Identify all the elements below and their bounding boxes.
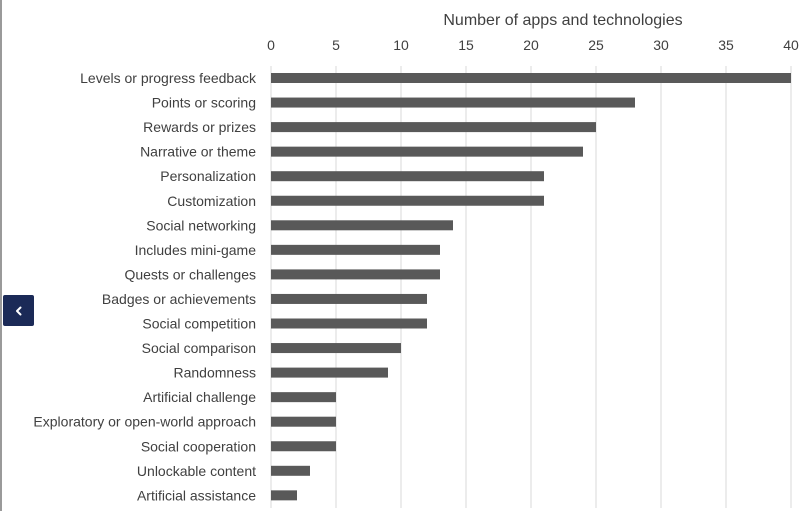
bar: [271, 146, 583, 157]
bar: [271, 171, 544, 182]
category-label: Social competition: [142, 316, 256, 332]
category-label: Quests or challenges: [124, 266, 256, 282]
bar: [271, 244, 440, 255]
category-label: Narrative or theme: [140, 144, 256, 160]
x-tick-label: 15: [458, 37, 474, 53]
window-edge: [0, 0, 2, 511]
bar: [271, 465, 310, 476]
category-label: Randomness: [174, 365, 257, 381]
x-tick-label: 30: [653, 37, 669, 53]
bar: [271, 490, 297, 501]
bar: [271, 416, 336, 427]
x-tick-label: 40: [783, 37, 799, 53]
x-tick-label: 20: [523, 37, 539, 53]
category-label: Points or scoring: [152, 95, 256, 111]
bar: [271, 97, 635, 108]
gridlines: [270, 66, 792, 508]
bars: [271, 73, 791, 501]
category-labels: Levels or progress feedback Points or sco…: [33, 70, 257, 503]
bar: [271, 73, 791, 83]
category-label: Customization: [167, 193, 256, 209]
x-tick-label: 25: [588, 37, 604, 53]
category-label: Badges or achievements: [102, 291, 256, 307]
category-label: Social cooperation: [141, 438, 256, 454]
bar: [271, 367, 388, 378]
chevron-left-icon: [15, 306, 21, 315]
category-label: Levels or progress feedback: [80, 70, 257, 86]
bar: [271, 220, 453, 231]
x-axis-label: Number of apps and technologies: [443, 12, 682, 29]
bar: [271, 343, 401, 354]
x-tick-label: 5: [332, 37, 340, 53]
bar: [271, 269, 440, 280]
category-label: Includes mini-game: [135, 242, 257, 258]
category-label: Exploratory or open-world approach: [33, 414, 256, 430]
category-label: Personalization: [160, 168, 256, 184]
category-label: Unlockable content: [137, 463, 256, 479]
bar: [271, 392, 336, 403]
x-tick-label: 35: [718, 37, 734, 53]
x-tick-label: 10: [393, 37, 409, 53]
previous-button[interactable]: [3, 295, 34, 326]
category-label: Rewards or prizes: [143, 119, 256, 135]
x-tick-label: 0: [267, 37, 275, 53]
bar: [271, 122, 596, 133]
category-label: Artificial assistance: [137, 487, 256, 503]
bar: [271, 441, 336, 452]
bar: [271, 293, 427, 304]
bar: [271, 318, 427, 329]
category-label: Social comparison: [142, 340, 256, 356]
category-label: Social networking: [146, 217, 256, 233]
bar: [271, 195, 544, 206]
category-label: Artificial challenge: [143, 389, 256, 405]
x-tick-labels: 0 5 10 15 20 25 30 35 40: [267, 37, 799, 53]
